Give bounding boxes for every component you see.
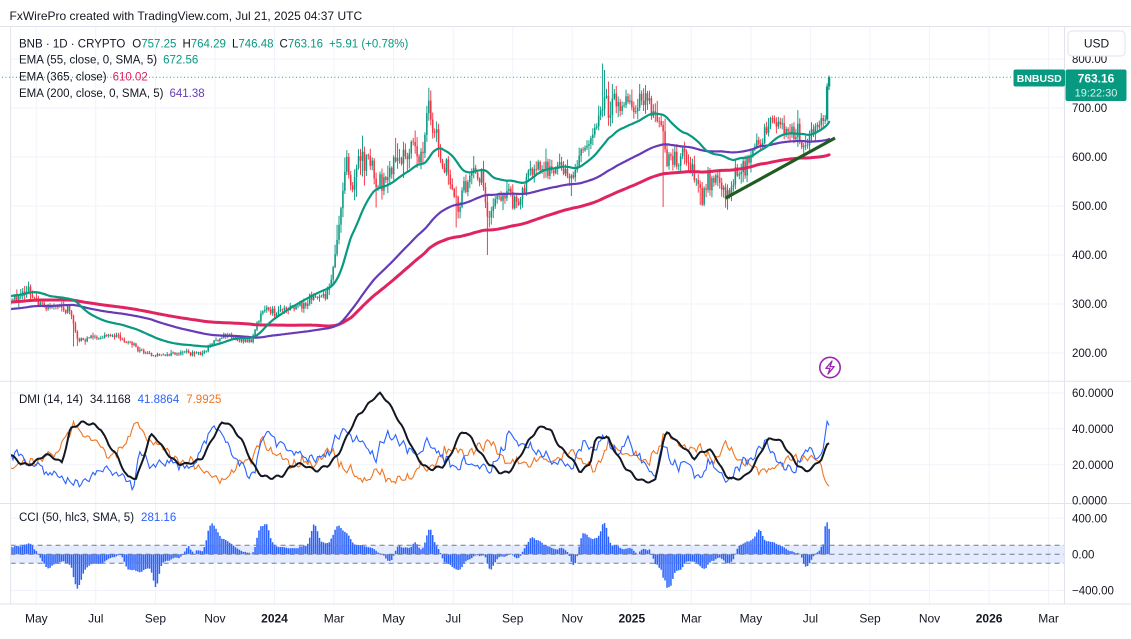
- svg-text:2024: 2024: [261, 612, 288, 626]
- svg-text:500.00: 500.00: [1072, 201, 1107, 213]
- svg-text:20.0000: 20.0000: [1072, 460, 1114, 472]
- svg-text:0.00: 0.00: [1072, 550, 1094, 562]
- svg-text:CCI (50, hlc3, SMA, 5)281.16: CCI (50, hlc3, SMA, 5) 281.16: [19, 512, 176, 524]
- svg-text:300.00: 300.00: [1072, 299, 1107, 311]
- svg-text:Sep: Sep: [859, 612, 881, 626]
- svg-text:Mar: Mar: [324, 612, 345, 626]
- svg-text:400.00: 400.00: [1072, 513, 1107, 525]
- svg-text:BNBUSD: BNBUSD: [1017, 73, 1062, 85]
- svg-text:May: May: [740, 612, 763, 626]
- svg-text:FxWirePro created with Trading: FxWirePro created with TradingView.com, …: [10, 9, 363, 23]
- svg-text:2026: 2026: [976, 612, 1003, 626]
- svg-text:Jul: Jul: [446, 612, 461, 626]
- svg-text:EMA (55, close, 0, SMA, 5)672.: EMA (55, close, 0, SMA, 5) 672.56: [19, 55, 198, 67]
- svg-text:Jul: Jul: [88, 612, 103, 626]
- svg-text:May: May: [25, 612, 48, 626]
- svg-text:600.00: 600.00: [1072, 152, 1107, 164]
- svg-text:700.00: 700.00: [1072, 103, 1107, 115]
- svg-text:0.0000: 0.0000: [1072, 496, 1107, 508]
- svg-text:200.00: 200.00: [1072, 348, 1107, 360]
- svg-text:EMA (365, close)610.02: EMA (365, close) 610.02: [19, 72, 148, 84]
- svg-text:−400.00: −400.00: [1072, 586, 1114, 598]
- svg-text:Mar: Mar: [1038, 612, 1059, 626]
- svg-text:763.16: 763.16: [1078, 72, 1115, 86]
- svg-text:800.00: 800.00: [1072, 54, 1107, 66]
- svg-text:Sep: Sep: [502, 612, 524, 626]
- svg-text:2025: 2025: [618, 612, 645, 626]
- svg-text:Mar: Mar: [681, 612, 702, 626]
- svg-text:60.0000: 60.0000: [1072, 388, 1114, 400]
- svg-text:Nov: Nov: [919, 612, 940, 626]
- svg-text:USD: USD: [1084, 37, 1110, 51]
- svg-text:40.0000: 40.0000: [1072, 424, 1114, 436]
- svg-text:19:22:30: 19:22:30: [1075, 88, 1118, 100]
- svg-text:EMA (200, close, 0, SMA, 5)641: EMA (200, close, 0, SMA, 5) 641.38: [19, 88, 205, 100]
- svg-text:May: May: [382, 612, 405, 626]
- svg-text:Sep: Sep: [145, 612, 167, 626]
- svg-text:Jul: Jul: [803, 612, 818, 626]
- svg-text:400.00: 400.00: [1072, 250, 1107, 262]
- svg-text:Nov: Nov: [562, 612, 583, 626]
- svg-text:Nov: Nov: [204, 612, 225, 626]
